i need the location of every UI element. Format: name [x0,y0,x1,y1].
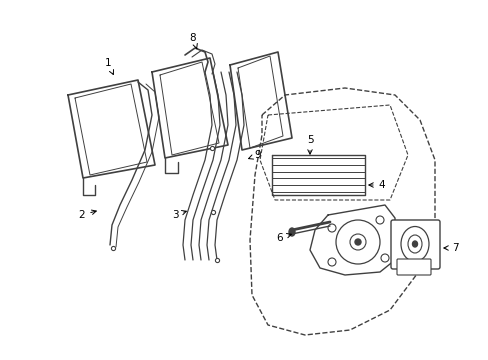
Text: 8: 8 [189,33,197,49]
Text: 4: 4 [368,180,385,190]
Text: 5: 5 [306,135,313,154]
Circle shape [354,239,360,245]
Ellipse shape [412,241,417,247]
Text: 2: 2 [79,210,96,220]
Text: 7: 7 [443,243,457,253]
Text: 3: 3 [171,210,186,220]
Ellipse shape [288,228,294,236]
Text: 9: 9 [248,150,261,160]
Text: 6: 6 [276,233,291,243]
FancyBboxPatch shape [396,259,430,275]
FancyBboxPatch shape [390,220,439,269]
Text: 1: 1 [104,58,113,75]
